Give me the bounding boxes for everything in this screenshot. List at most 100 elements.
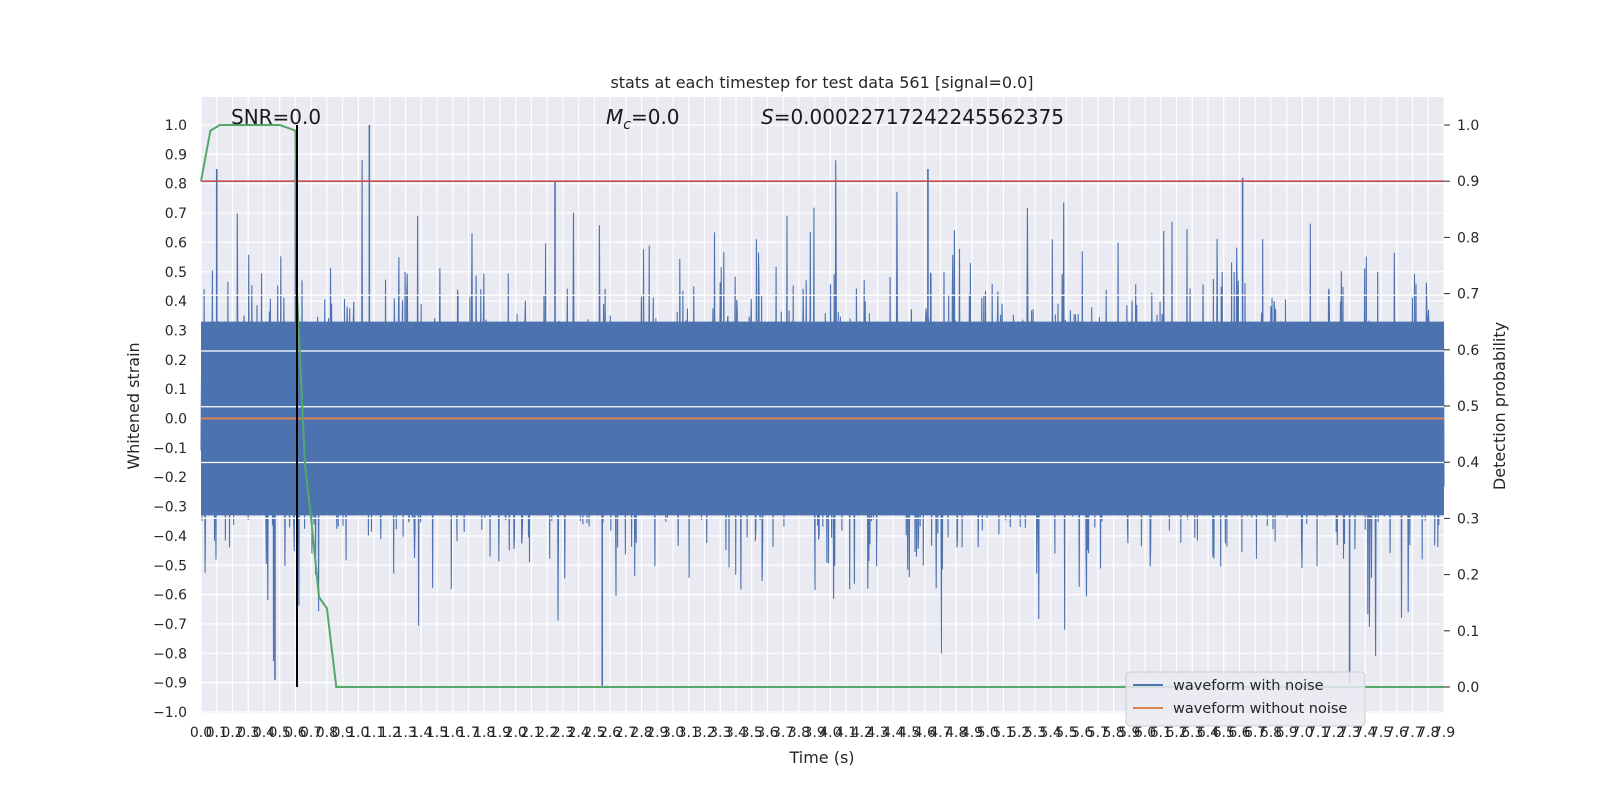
y-tick-label: 0.0 bbox=[165, 412, 187, 428]
x-tick-label: 2.7 bbox=[615, 725, 637, 741]
y-tick-labels: 1.0 0.9 0.8 0.7 0.6 0.5 0.4 0.3 0.2 0.1 0.0 −0.1 −0.… bbox=[153, 118, 187, 721]
y-tick-label: −0.8 bbox=[153, 646, 187, 662]
x-tick-label: 0.1 bbox=[206, 725, 228, 741]
y-right-tick-label: 1.0 bbox=[1457, 118, 1479, 134]
x-tick-label: 4.2 bbox=[851, 725, 873, 741]
y-tick-label: 0.1 bbox=[165, 382, 187, 398]
y-right-tick-label: 0.0 bbox=[1457, 680, 1479, 696]
x-tick-label: 5.5 bbox=[1055, 725, 1077, 741]
s-statistic-symbol: S bbox=[761, 105, 774, 129]
chart-title: stats at each timestep for test data 561… bbox=[610, 73, 1033, 92]
x-tick-label: 1.9 bbox=[489, 725, 511, 741]
x-tick-label: 3.6 bbox=[756, 725, 778, 741]
x-tick-label: 7.4 bbox=[1354, 725, 1376, 741]
y-tick-label: 0.8 bbox=[165, 177, 187, 193]
x-tick-label: 5.8 bbox=[1102, 725, 1124, 741]
y-tick-label: −0.2 bbox=[153, 470, 187, 486]
x-tick-label: 3.1 bbox=[678, 725, 700, 741]
x-tick-labels: 0.00.10.20.30.40.50.60.70.80.91.01.11.21… bbox=[190, 725, 1455, 741]
y-tick-label: −0.6 bbox=[153, 588, 187, 604]
x-tick-label: 5.7 bbox=[1087, 725, 1109, 741]
x-tick-label: 4.8 bbox=[945, 725, 967, 741]
x-tick-label: 1.1 bbox=[363, 725, 385, 741]
x-tick-label: 2.0 bbox=[505, 725, 527, 741]
x-tick-label: 7.3 bbox=[1338, 725, 1360, 741]
y-tick-label: −0.7 bbox=[153, 617, 187, 633]
chirp-mass-annotation: Mc=0.0 bbox=[606, 105, 680, 133]
x-tick-label: 4.7 bbox=[929, 725, 951, 741]
x-tick-label: 1.8 bbox=[473, 725, 495, 741]
chirp-mass-subscript: c bbox=[623, 117, 631, 133]
x-tick-label: 4.0 bbox=[819, 725, 841, 741]
x-tick-label: 3.2 bbox=[693, 725, 715, 741]
y-tick-label: 0.3 bbox=[165, 323, 187, 339]
s-statistic-annotation: S=0.00022717242245562375 bbox=[761, 105, 1064, 129]
x-tick-label: 3.0 bbox=[662, 725, 684, 741]
x-tick-label: 7.9 bbox=[1433, 725, 1455, 741]
x-tick-label: 5.9 bbox=[1118, 725, 1140, 741]
y-tick-label: −0.9 bbox=[153, 676, 187, 692]
x-tick-label: 3.7 bbox=[772, 725, 794, 741]
x-tick-label: 4.1 bbox=[835, 725, 857, 741]
chirp-mass-symbol: M bbox=[606, 105, 623, 129]
y-axis-label: Whitened strain bbox=[124, 342, 143, 469]
y-tick-label: 0.4 bbox=[165, 294, 187, 310]
x-tick-label: 2.9 bbox=[646, 725, 668, 741]
x-tick-label: 6.6 bbox=[1228, 725, 1250, 741]
x-tick-label: 2.3 bbox=[552, 725, 574, 741]
y-tick-label: −0.1 bbox=[153, 441, 187, 457]
y-right-tick-label: 0.4 bbox=[1457, 455, 1479, 471]
y-right-tick-label: 0.5 bbox=[1457, 399, 1479, 415]
x-axis-label: Time (s) bbox=[788, 748, 854, 767]
x-tick-label: 6.9 bbox=[1276, 725, 1298, 741]
x-tick-label: 4.5 bbox=[898, 725, 920, 741]
y-right-tick-label: 0.9 bbox=[1457, 174, 1479, 190]
x-tick-label: 5.3 bbox=[1024, 725, 1046, 741]
x-tick-label: 0.9 bbox=[331, 725, 353, 741]
y-tick-label: 0.2 bbox=[165, 353, 187, 369]
y-tick-label: −0.3 bbox=[153, 500, 187, 516]
x-tick-label: 0.5 bbox=[269, 725, 291, 741]
y-tick-label: −0.4 bbox=[153, 529, 187, 545]
y-tick-label: 0.9 bbox=[165, 147, 187, 163]
x-tick-label: 6.2 bbox=[1165, 725, 1187, 741]
x-tick-label: 1.4 bbox=[410, 725, 432, 741]
x-tick-label: 6.8 bbox=[1260, 725, 1282, 741]
x-tick-label: 6.5 bbox=[1213, 725, 1235, 741]
x-tick-label: 0.4 bbox=[253, 725, 275, 741]
y-tick-label: 0.5 bbox=[165, 265, 187, 281]
x-tick-label: 4.6 bbox=[914, 725, 936, 741]
legend-label-noise: waveform with noise bbox=[1173, 678, 1324, 694]
x-tick-label: 3.8 bbox=[788, 725, 810, 741]
x-tick-label: 0.3 bbox=[237, 725, 259, 741]
x-tick-label: 0.6 bbox=[284, 725, 306, 741]
x-tick-label: 7.7 bbox=[1401, 725, 1423, 741]
x-tick-label: 7.5 bbox=[1370, 725, 1392, 741]
snr-annotation: SNR=0.0 bbox=[231, 105, 321, 129]
x-tick-label: 0.2 bbox=[221, 725, 243, 741]
x-tick-label: 2.2 bbox=[536, 725, 558, 741]
x-tick-label: 1.7 bbox=[457, 725, 479, 741]
x-tick-label: 2.4 bbox=[567, 725, 589, 741]
x-tick-label: 5.4 bbox=[1040, 725, 1062, 741]
x-tick-label: 5.1 bbox=[992, 725, 1014, 741]
y-right-tick-label: 0.3 bbox=[1457, 511, 1479, 527]
x-tick-label: 0.8 bbox=[316, 725, 338, 741]
x-tick-label: 6.7 bbox=[1244, 725, 1266, 741]
x-tick-label: 0.7 bbox=[300, 725, 322, 741]
y-tick-label: 1.0 bbox=[165, 118, 187, 134]
x-tick-label: 3.5 bbox=[741, 725, 763, 741]
x-tick-label: 4.9 bbox=[961, 725, 983, 741]
x-tick-label: 1.6 bbox=[442, 725, 464, 741]
legend: waveform with noise waveform without noi… bbox=[1125, 671, 1366, 727]
x-tick-label: 7.6 bbox=[1386, 725, 1408, 741]
x-tick-label: 3.9 bbox=[804, 725, 826, 741]
x-tick-label: 0.0 bbox=[190, 725, 212, 741]
y-right-tick-label: 0.8 bbox=[1457, 230, 1479, 246]
x-tick-label: 7.8 bbox=[1417, 725, 1439, 741]
x-tick-label: 7.2 bbox=[1323, 725, 1345, 741]
y-right-tick-label: 0.2 bbox=[1457, 568, 1479, 584]
x-tick-label: 6.3 bbox=[1181, 725, 1203, 741]
y-tick-label: 0.7 bbox=[165, 206, 187, 222]
